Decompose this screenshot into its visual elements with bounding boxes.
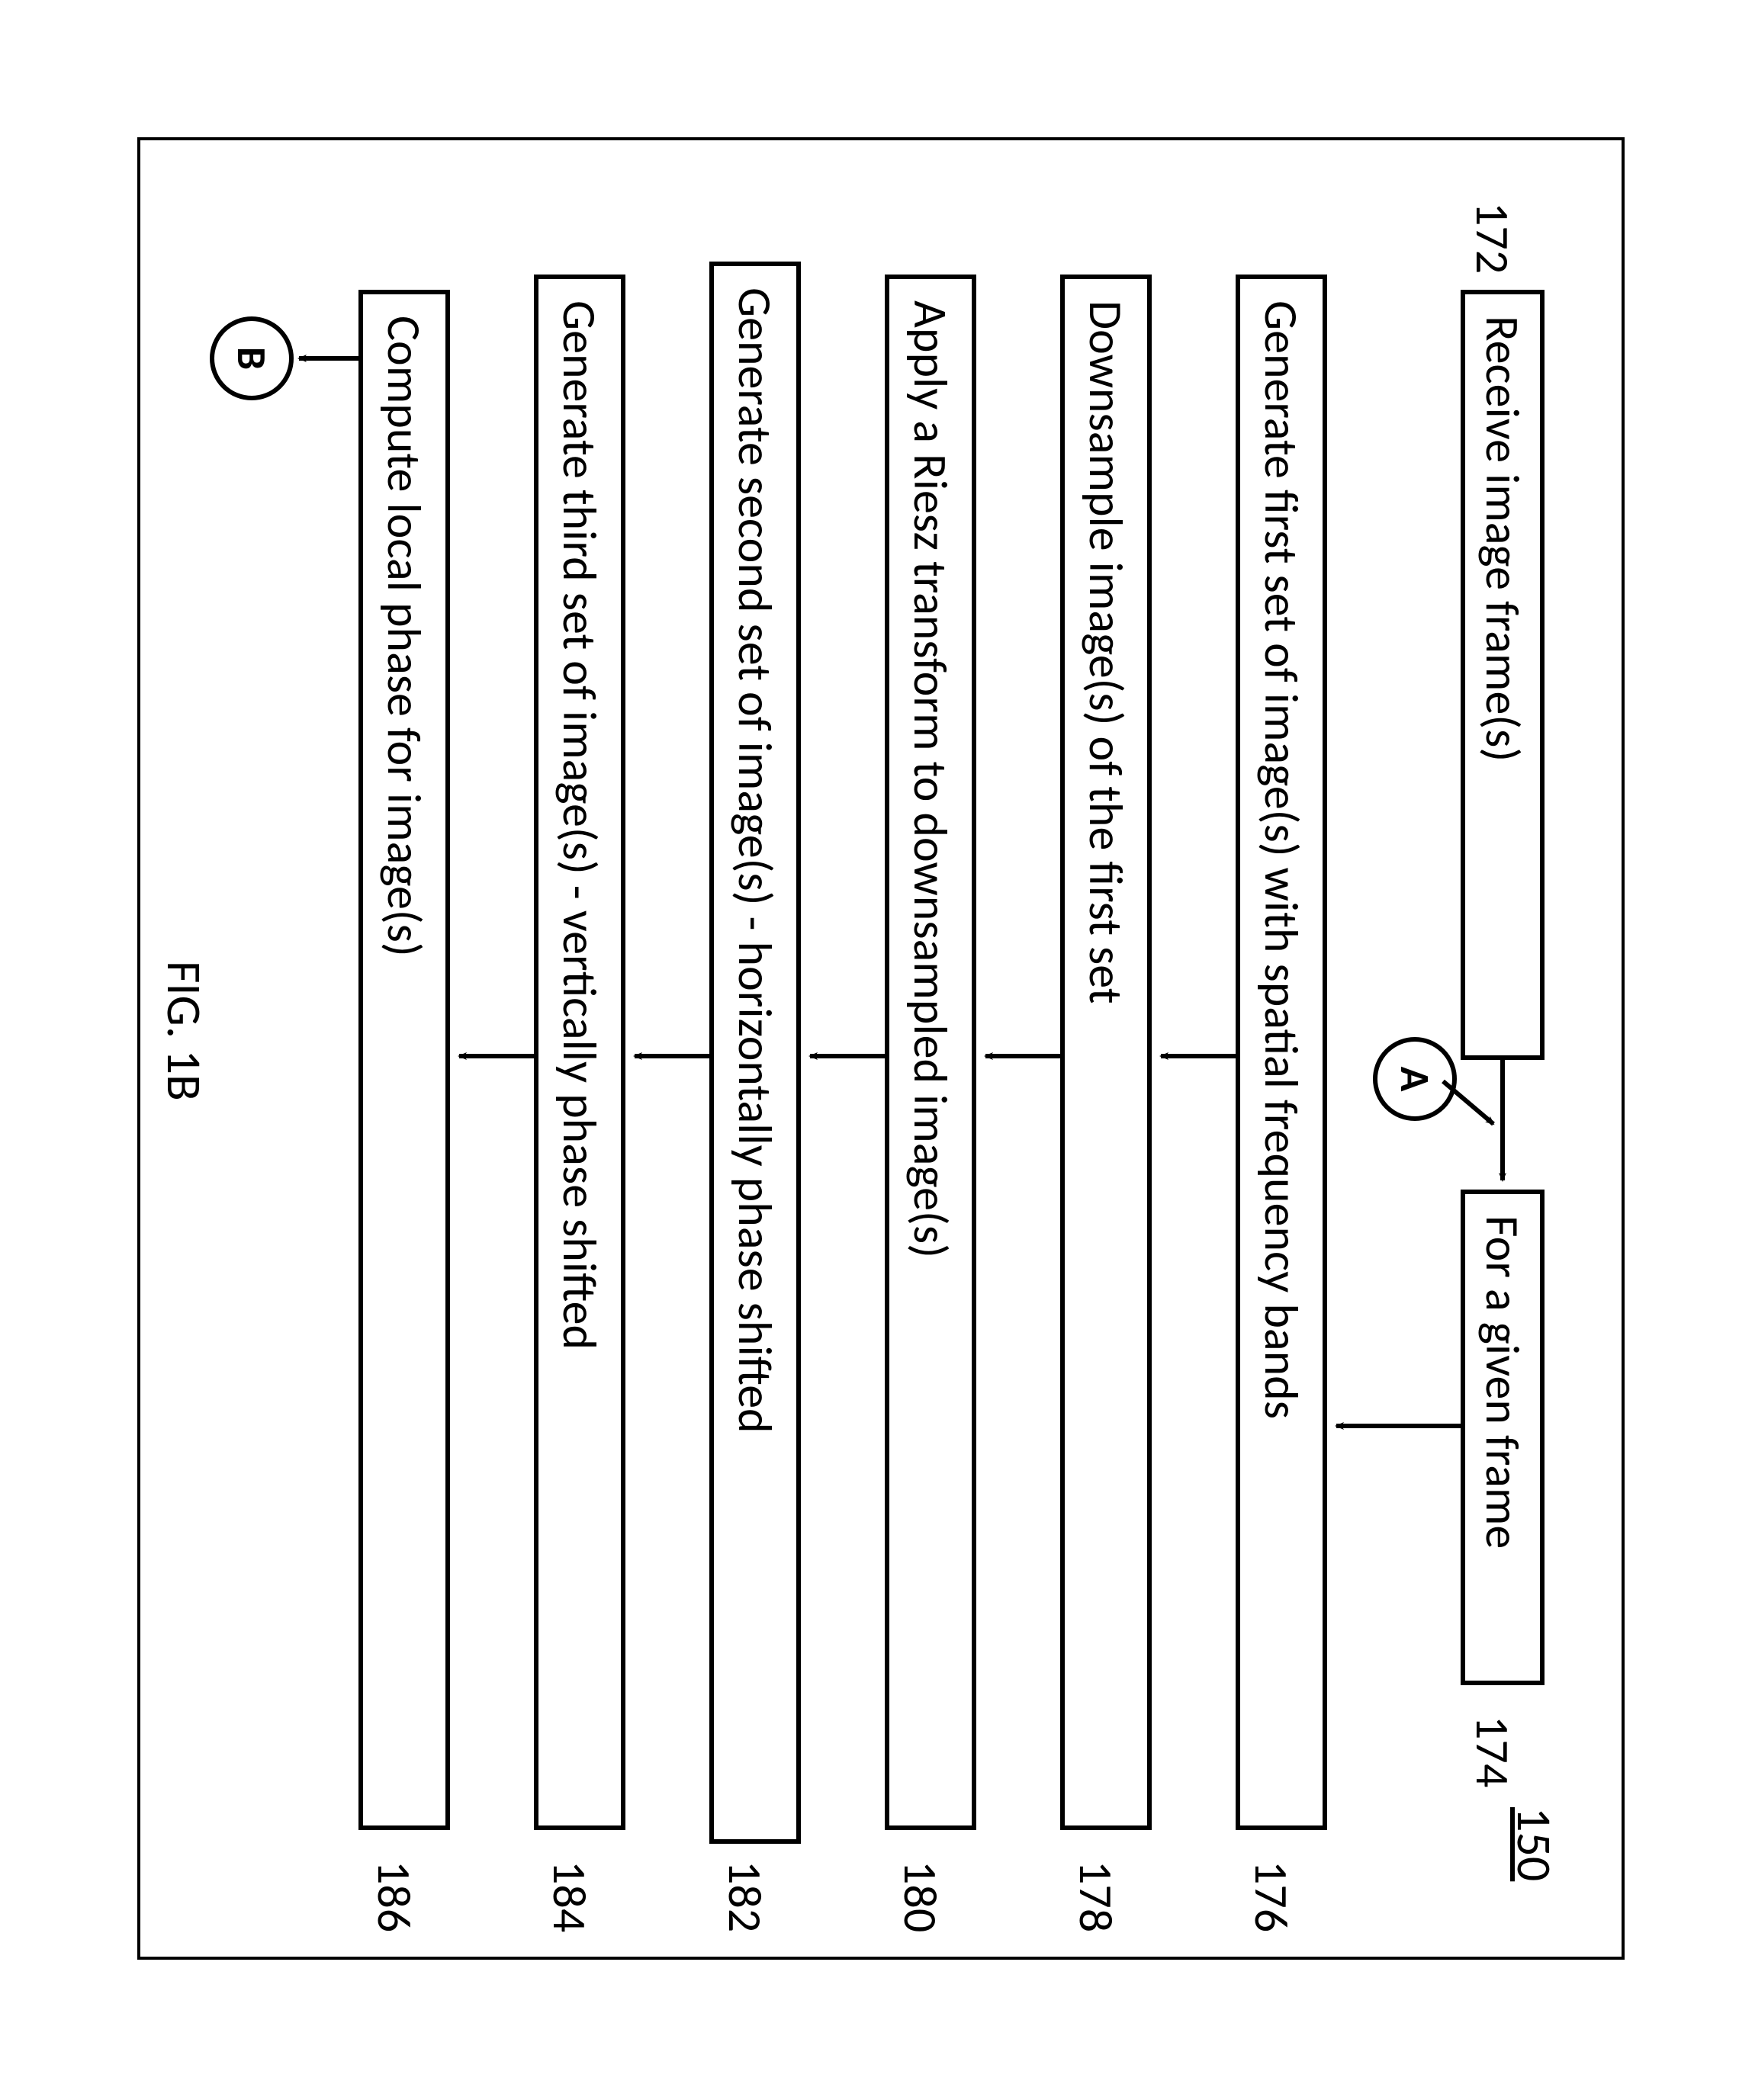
label-184: 184 bbox=[541, 1861, 599, 1932]
step-riesz-transform: Apply a Riesz transform to downsampled i… bbox=[885, 275, 976, 1830]
figure-number: 150 bbox=[1504, 1807, 1564, 1881]
diagram-rotated-wrapper: 150 Receive image frame(s) 172 For a giv… bbox=[0, 0, 1739, 2100]
connector-b: B bbox=[210, 316, 294, 400]
step-downsample: Downsample image(s) of the first set bbox=[1060, 275, 1152, 1830]
step-generate-first-set: Generate first set of image(s) with spat… bbox=[1236, 275, 1327, 1830]
step-for-given-frame: For a given frame bbox=[1461, 1190, 1545, 1685]
step-receive-image-frames: Receive image frame(s) bbox=[1461, 290, 1545, 1060]
label-172: 172 bbox=[1464, 202, 1522, 274]
label-180: 180 bbox=[892, 1861, 950, 1932]
connector-a: A bbox=[1373, 1037, 1457, 1121]
figure-caption: FIG. 1B bbox=[154, 961, 214, 1101]
label-186: 186 bbox=[365, 1861, 423, 1932]
label-174: 174 bbox=[1464, 1716, 1522, 1787]
label-176: 176 bbox=[1242, 1861, 1300, 1932]
step-compute-local-phase: Compute local phase for image(s) bbox=[358, 290, 450, 1830]
step-generate-second-set: Generate second set of image(s) - horizo… bbox=[709, 262, 801, 1844]
label-178: 178 bbox=[1067, 1861, 1125, 1932]
label-182: 182 bbox=[716, 1861, 774, 1932]
step-generate-third-set: Generate third set of image(s) - vertica… bbox=[534, 275, 625, 1830]
